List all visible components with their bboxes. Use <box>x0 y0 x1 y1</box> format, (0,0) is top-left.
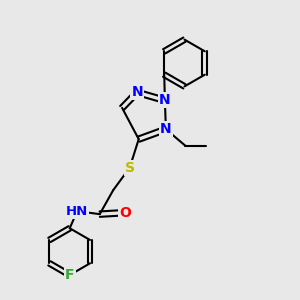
Text: N: N <box>131 85 143 99</box>
Text: O: O <box>119 206 131 220</box>
Text: N: N <box>160 122 172 136</box>
Text: F: F <box>65 268 74 282</box>
Text: N: N <box>159 93 171 107</box>
Text: S: S <box>125 160 135 175</box>
Text: HN: HN <box>66 205 88 218</box>
